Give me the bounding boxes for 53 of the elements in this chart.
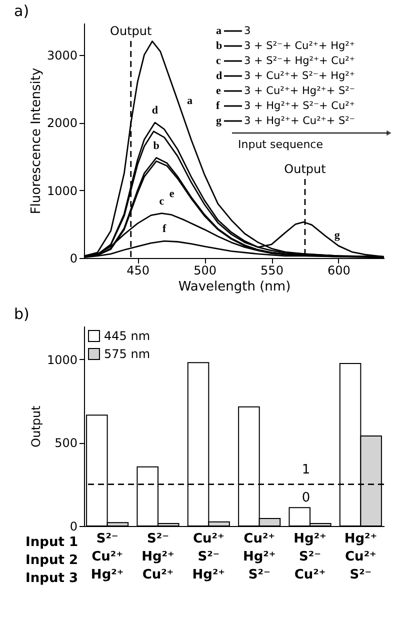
annotation: 0 <box>302 490 310 506</box>
annotation: 1 <box>302 462 310 478</box>
legend-label: f <box>216 100 220 112</box>
legend-label: a <box>216 25 222 37</box>
legend-label: e <box>216 85 221 97</box>
ref-line-label: Output <box>110 24 152 38</box>
y-tick-label: 1000 <box>46 352 78 367</box>
text: Input 1 <box>26 535 78 550</box>
y-tick-label: 3000 <box>46 48 78 62</box>
text: e <box>169 188 174 200</box>
annotation: Input sequence <box>238 138 324 151</box>
annotation: 3 + S²⁻+ Cu²⁺+ Hg²⁺ <box>244 40 355 52</box>
text: g <box>334 230 340 242</box>
y-axis-title: Fluorescence Intensity <box>28 68 44 214</box>
legend-label: b <box>216 40 222 52</box>
x-tick-label: Cu²⁺ S²⁻ Hg²⁺ <box>192 532 226 582</box>
y-tick-label: 0 <box>70 520 78 534</box>
text: c <box>159 195 164 208</box>
annotation: 3 + Cu²⁺+ Hg²⁺+ S²⁻ <box>244 85 355 97</box>
x-axis-title: Wavelength (nm) <box>178 280 291 294</box>
annotation: 3 + S²⁻+ Hg²⁺+ Cu²⁺ <box>244 55 355 67</box>
chart-title: a) <box>14 2 30 20</box>
text: Input 3 <box>26 571 78 586</box>
legend-label: 445 nm <box>104 329 150 343</box>
annotation: 3 <box>244 25 251 37</box>
text: d <box>152 104 158 117</box>
legend-label: d <box>216 70 222 82</box>
x-tick-label: 500 <box>194 264 216 278</box>
x-tick-label: 450 <box>126 264 150 278</box>
ref-line-label: Output <box>284 162 326 176</box>
legend-label: g <box>216 115 222 127</box>
y-tick-label: 1000 <box>46 184 78 198</box>
x-tick-label: Hg²⁺ S²⁻ Cu²⁺ <box>294 532 326 582</box>
legend-label: c <box>216 55 221 67</box>
y-axis-title: Output <box>28 405 43 448</box>
x-tick-label: Cu²⁺ Hg²⁺ S²⁻ <box>242 532 276 582</box>
annotation: 3 + Hg²⁺+ S²⁻+ Cu²⁺ <box>244 100 355 112</box>
chart-title: b) <box>14 305 30 323</box>
y-tick-label: 0 <box>70 252 78 266</box>
x-tick-label: Hg²⁺ Cu²⁺ S²⁻ <box>344 532 378 582</box>
annotation: 3 + Cu²⁺+ S²⁻+ Hg²⁺ <box>244 70 355 82</box>
annotation: 3 + Hg²⁺+ Cu²⁺+ S²⁻ <box>244 115 355 127</box>
x-tick-label: 550 <box>260 264 284 278</box>
text: f <box>162 223 166 236</box>
x-tick-label: 600 <box>328 264 350 278</box>
text: a <box>187 94 192 107</box>
text: Input 2 <box>26 553 78 568</box>
legend-label: 575 nm <box>104 347 150 361</box>
x-tick-label: S²⁻ Cu²⁺ Hg²⁺ <box>90 532 124 582</box>
y-tick-label: 500 <box>54 436 78 450</box>
x-tick-label: S²⁻ Hg²⁺ Cu²⁺ <box>142 532 174 582</box>
y-tick-label: 2000 <box>46 116 78 130</box>
text: b <box>153 140 160 152</box>
